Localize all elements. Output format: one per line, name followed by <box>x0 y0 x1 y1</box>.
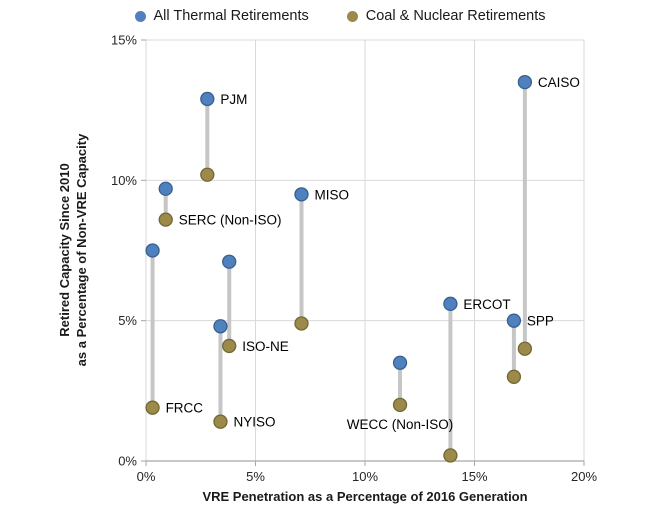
all-thermal-point <box>145 243 160 258</box>
coal-nuclear-point <box>213 414 228 429</box>
all-thermal-marker-icon <box>134 10 146 22</box>
region-label: WECC (Non-ISO) <box>347 417 454 432</box>
coal-nuclear-marker-icon <box>346 10 358 22</box>
all-thermal-point <box>392 355 408 370</box>
coal-nuclear-point <box>294 316 309 331</box>
region-label: SERC (Non-ISO) <box>179 213 282 228</box>
coal-nuclear-point <box>517 341 533 356</box>
all-thermal-point <box>506 313 522 328</box>
all-thermal-point <box>443 296 458 311</box>
chart-legend: All Thermal Retirements Coal & Nuclear R… <box>90 8 590 24</box>
region-label: PJM <box>220 92 247 107</box>
coal-nuclear-point <box>200 167 215 182</box>
all-thermal-point <box>213 319 228 334</box>
x-tick-label: 10% <box>352 469 378 484</box>
all-thermal-point <box>200 91 215 107</box>
x-tick-label: 5% <box>246 469 265 484</box>
coal-nuclear-point <box>145 400 160 415</box>
y-tick-label: 15% <box>111 33 137 48</box>
x-tick-label: 20% <box>571 469 597 484</box>
y-tick-label: 5% <box>118 313 137 328</box>
region-label: SPP <box>527 314 554 329</box>
legend-label-coal-nuclear: Coal & Nuclear Retirements <box>365 8 546 24</box>
region-label: ERCOT <box>463 297 510 312</box>
legend-item-all-thermal: All Thermal Retirements <box>134 8 309 24</box>
coal-nuclear-point <box>506 369 522 384</box>
y-tick-label: 0% <box>118 454 137 469</box>
coal-nuclear-point <box>392 397 408 413</box>
region-label: MISO <box>314 187 349 202</box>
x-axis-title: VRE Penetration as a Percentage of 2016 … <box>202 489 528 504</box>
coal-nuclear-point <box>443 448 458 463</box>
all-thermal-point <box>517 74 533 90</box>
all-thermal-point <box>222 254 237 269</box>
region-label: ISO-NE <box>242 339 289 354</box>
legend-item-coal-nuclear: Coal & Nuclear Retirements <box>346 8 546 24</box>
y-tick-label: 10% <box>111 173 137 188</box>
coal-nuclear-point <box>222 338 237 354</box>
x-tick-label: 15% <box>461 469 487 484</box>
coal-nuclear-point <box>158 212 173 227</box>
x-tick-label: 0% <box>137 469 156 484</box>
all-thermal-point <box>158 181 173 196</box>
region-label: FRCC <box>166 401 204 416</box>
all-thermal-point <box>294 187 309 202</box>
region-label: CAISO <box>538 75 580 90</box>
region-label: NYISO <box>233 415 275 430</box>
legend-label-all-thermal: All Thermal Retirements <box>153 8 309 24</box>
